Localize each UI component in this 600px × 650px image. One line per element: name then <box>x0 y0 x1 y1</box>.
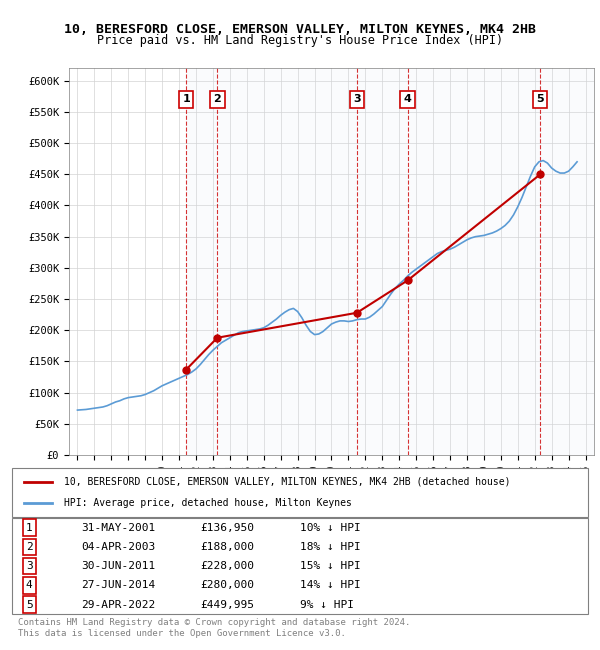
Point <box>212 333 222 343</box>
Text: £188,000: £188,000 <box>200 542 254 552</box>
Text: 18% ↓ HPI: 18% ↓ HPI <box>300 542 361 552</box>
Text: 30-JUN-2011: 30-JUN-2011 <box>81 561 155 571</box>
Text: 27-JUN-2014: 27-JUN-2014 <box>81 580 155 590</box>
FancyBboxPatch shape <box>12 468 588 517</box>
Point <box>352 307 362 318</box>
Text: 15% ↓ HPI: 15% ↓ HPI <box>300 561 361 571</box>
Text: 1: 1 <box>26 523 32 532</box>
Text: 3: 3 <box>26 561 32 571</box>
Text: 10, BERESFORD CLOSE, EMERSON VALLEY, MILTON KEYNES, MK4 2HB: 10, BERESFORD CLOSE, EMERSON VALLEY, MIL… <box>64 23 536 36</box>
Text: 10, BERESFORD CLOSE, EMERSON VALLEY, MILTON KEYNES, MK4 2HB (detached house): 10, BERESFORD CLOSE, EMERSON VALLEY, MIL… <box>64 476 511 487</box>
Text: 14% ↓ HPI: 14% ↓ HPI <box>300 580 361 590</box>
Text: 2: 2 <box>26 542 32 552</box>
Bar <box>357 68 408 455</box>
Text: 5: 5 <box>536 94 544 105</box>
Text: 5: 5 <box>26 600 32 610</box>
Text: 4: 4 <box>26 580 32 590</box>
FancyBboxPatch shape <box>12 518 588 614</box>
Text: 29-APR-2022: 29-APR-2022 <box>81 600 155 610</box>
Point <box>536 169 545 179</box>
Point <box>181 365 191 375</box>
Text: 10% ↓ HPI: 10% ↓ HPI <box>300 523 361 532</box>
Bar <box>186 68 217 455</box>
Text: 04-APR-2003: 04-APR-2003 <box>81 542 155 552</box>
Text: 31-MAY-2001: 31-MAY-2001 <box>81 523 155 532</box>
Text: £280,000: £280,000 <box>200 580 254 590</box>
Text: HPI: Average price, detached house, Milton Keynes: HPI: Average price, detached house, Milt… <box>64 498 352 508</box>
Text: £136,950: £136,950 <box>200 523 254 532</box>
Text: 3: 3 <box>353 94 361 105</box>
Text: 9% ↓ HPI: 9% ↓ HPI <box>300 600 354 610</box>
Text: £228,000: £228,000 <box>200 561 254 571</box>
Text: This data is licensed under the Open Government Licence v3.0.: This data is licensed under the Open Gov… <box>18 629 346 638</box>
Bar <box>217 68 357 455</box>
Text: Price paid vs. HM Land Registry's House Price Index (HPI): Price paid vs. HM Land Registry's House … <box>97 34 503 47</box>
Text: 2: 2 <box>214 94 221 105</box>
Point <box>403 275 413 285</box>
Bar <box>408 68 541 455</box>
Bar <box>541 68 594 455</box>
Text: 4: 4 <box>404 94 412 105</box>
Text: £449,995: £449,995 <box>200 600 254 610</box>
Text: Contains HM Land Registry data © Crown copyright and database right 2024.: Contains HM Land Registry data © Crown c… <box>18 618 410 627</box>
Text: 1: 1 <box>182 94 190 105</box>
